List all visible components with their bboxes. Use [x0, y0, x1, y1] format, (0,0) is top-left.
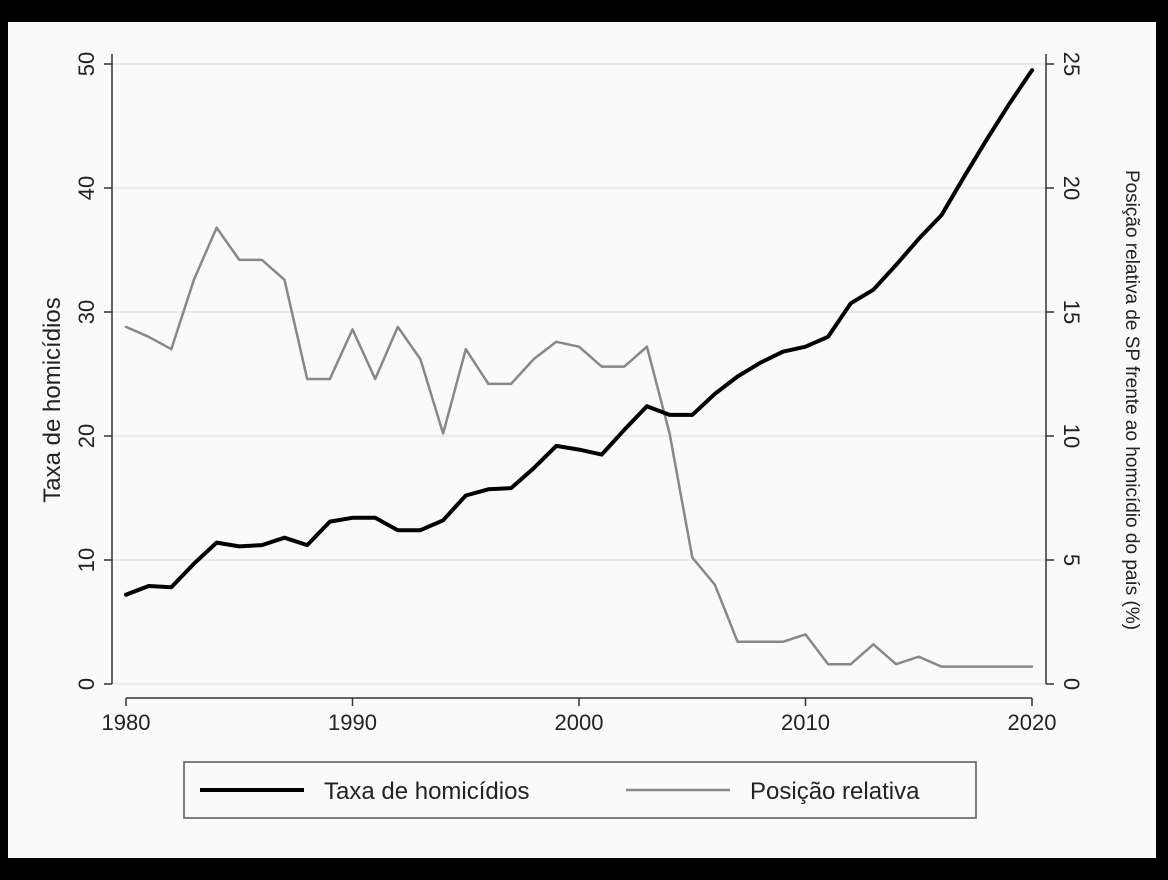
x-tick-1: 1990: [328, 710, 377, 735]
y-tick-right-2: 10: [1059, 424, 1084, 448]
line-chart: 0 10 20 30 40 50 0 5 10 15 20 25 1980 1990 2000 2010 202…: [39, 52, 1142, 819]
y-tick-left-0: 0: [74, 678, 99, 690]
y-axis-title-right: Posição relativa de SP frente ao homicíd…: [1121, 170, 1142, 630]
series-line-homicide-rate: [124, 68, 1034, 597]
x-tick-3: 2010: [781, 710, 830, 735]
x-tick-0: 1980: [102, 710, 151, 735]
y-tick-right-3: 15: [1059, 300, 1084, 324]
y-tick-left-4: 40: [74, 176, 99, 200]
y-tick-left-3: 30: [74, 300, 99, 324]
x-tick-4: 2020: [1008, 710, 1057, 735]
y-tick-right-0: 0: [1059, 678, 1084, 690]
y-tick-left-2: 20: [74, 424, 99, 448]
plot-lines: [124, 68, 1034, 668]
gridlines: [112, 63, 1046, 685]
legend: Taxa de homicídios Posição relativa: [183, 761, 977, 819]
y-tick-right-1: 5: [1059, 554, 1084, 566]
legend-label-homicide-rate: Taxa de homicídios: [324, 778, 529, 805]
y-tick-left-5: 50: [74, 52, 99, 76]
y-tick-right-5: 25: [1059, 52, 1084, 76]
series-line-relative-position: [124, 226, 1034, 668]
chart-frame: 0 10 20 30 40 50 0 5 10 15 20 25 1980 1990 2000 2010 202…: [8, 22, 1156, 858]
legend-label-relative-position: Posição relativa: [750, 778, 920, 805]
axis-ticks: 0 10 20 30 40 50 0 5 10 15 20 25 1980 1990 2000 2010 202…: [74, 52, 1084, 735]
x-tick-2: 2000: [555, 710, 604, 735]
y-tick-right-4: 20: [1059, 176, 1084, 200]
y-tick-left-1: 10: [74, 548, 99, 572]
y-axis-title-left: Taxa de homicídios: [39, 297, 66, 502]
legend-box: [183, 761, 977, 819]
